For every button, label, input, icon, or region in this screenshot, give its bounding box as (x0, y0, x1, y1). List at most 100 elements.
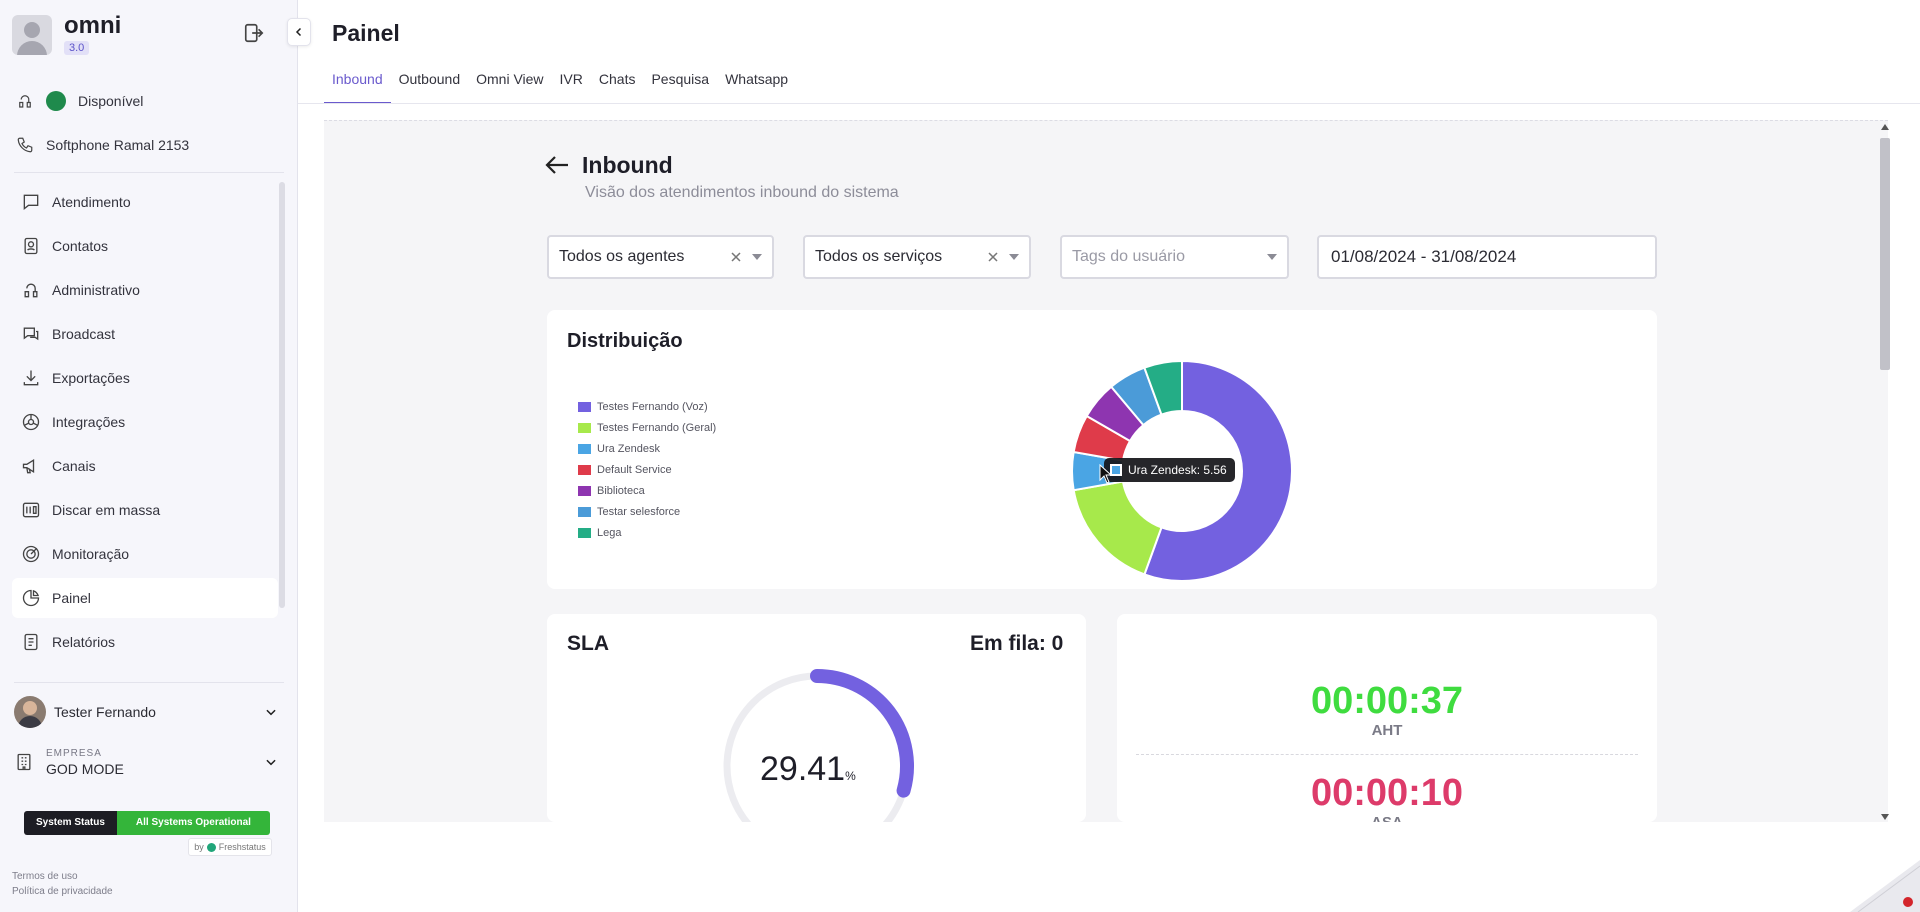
clear-icon[interactable] (987, 251, 999, 263)
pie-chart-icon (20, 587, 42, 609)
company-selector[interactable]: EMPRESA GOD MODE (14, 740, 284, 784)
tab-inbound[interactable]: Inbound (324, 66, 391, 104)
scroll-up-arrow-icon[interactable] (1881, 124, 1889, 130)
presence-status[interactable]: Disponível (14, 81, 276, 121)
legend-label: Biblioteca (597, 485, 645, 497)
divider (14, 172, 284, 173)
legend-item[interactable]: Ura Zendesk (578, 442, 660, 456)
page-title: Inbound (582, 152, 673, 178)
agents-filter[interactable]: Todos os agentes (547, 235, 774, 279)
softphone-label: Softphone Ramal 2153 (46, 137, 190, 153)
legend-item[interactable]: Testes Fernando (Voz) (578, 400, 708, 414)
tab-chats[interactable]: Chats (598, 71, 636, 87)
donut-slice[interactable] (1072, 480, 1163, 576)
tooltip-swatch (1110, 464, 1122, 476)
bulk-dial-icon (20, 499, 42, 521)
chat-icon (20, 191, 42, 213)
softphone-row[interactable]: Softphone Ramal 2153 (14, 125, 276, 165)
legend-item[interactable]: Default Service (578, 463, 672, 477)
legend-item[interactable]: Lega (578, 526, 621, 540)
aht-value: 00:00:37 (1310, 680, 1464, 722)
menu-label: Discar em massa (52, 502, 161, 518)
clear-icon[interactable] (730, 251, 742, 263)
menu-item-monitoracao[interactable]: Monitoração (12, 534, 278, 574)
asa-label: ASA (1117, 814, 1657, 822)
distribution-title: Distribuição (567, 330, 683, 352)
legend-label: Testar selesforce (597, 506, 681, 518)
collapse-sidebar-button[interactable] (287, 18, 311, 46)
provider-name: Freshstatus (218, 842, 266, 852)
donut-slice[interactable] (1143, 359, 1183, 416)
menu-item-broadcast[interactable]: Broadcast (12, 314, 278, 354)
menu-item-integracoes[interactable]: Integrações (12, 402, 278, 442)
tab-omni-view[interactable]: Omni View (476, 71, 544, 87)
tab-whatsapp[interactable]: Whatsapp (725, 71, 789, 87)
menu-item-contatos[interactable]: Contatos (12, 226, 278, 266)
avatar (14, 696, 46, 728)
legend-label: Ura Zendesk (597, 443, 660, 455)
dropdown-caret-icon (1267, 254, 1277, 260)
chevron-down-icon[interactable] (264, 755, 278, 769)
page-subtitle: Visão dos atendimentos inbound do sistem… (585, 184, 899, 201)
menu-label: Relatórios (52, 634, 116, 650)
chart-tooltip: Ura Zendesk: 5.56 (1104, 458, 1235, 482)
tab-ivr[interactable]: IVR (559, 71, 583, 87)
tab-pesquisa[interactable]: Pesquisa (651, 71, 710, 87)
menu-item-exportacoes[interactable]: Exportações (12, 358, 278, 398)
presence-label: Disponível (78, 93, 144, 109)
menu-item-painel[interactable]: Painel (12, 578, 278, 618)
menu-label: Painel (52, 590, 91, 606)
system-status-label: System Status (24, 811, 117, 835)
legend-label: Testes Fernando (Geral) (597, 422, 717, 434)
aht-label: AHT (1371, 722, 1403, 739)
tooltip-text: Ura Zendesk: 5.56 (1128, 463, 1227, 477)
legend-item[interactable]: Testar selesforce (578, 505, 680, 519)
chevron-down-icon[interactable] (264, 705, 278, 719)
services-filter-value: Todos os serviços (815, 248, 943, 265)
scrollbar-thumb[interactable] (1880, 138, 1890, 370)
account-avatar[interactable] (12, 15, 52, 55)
legend-label: Default Service (597, 464, 672, 476)
legend-swatch (578, 444, 591, 454)
donut-slice[interactable] (1143, 359, 1293, 582)
privacy-link[interactable]: Política de privacidade (12, 886, 113, 897)
contacts-icon (20, 235, 42, 257)
menu-label: Integrações (52, 414, 126, 430)
menu-item-administrativo[interactable]: Administrativo (12, 270, 278, 310)
terms-link[interactable]: Termos de uso (12, 871, 78, 882)
phone-icon (14, 134, 36, 156)
content-footer (298, 822, 1920, 912)
divider (14, 682, 284, 683)
menu-label: Atendimento (52, 194, 131, 210)
menu-item-canais[interactable]: Canais (12, 446, 278, 486)
sla-unit: % (845, 769, 856, 783)
content-scrollbar[interactable] (1878, 122, 1892, 822)
menu-label: Administrativo (52, 282, 140, 298)
back-arrow-icon[interactable] (544, 154, 570, 176)
sidebar-scrollbar[interactable] (279, 182, 285, 608)
dropdown-caret-icon (1009, 254, 1019, 260)
system-status-widget[interactable]: System Status All Systems Operational (24, 811, 270, 835)
freshstatus-badge[interactable]: by Freshstatus (188, 838, 272, 856)
legend-label: Lega (597, 527, 622, 539)
legend-swatch (578, 465, 591, 475)
services-filter[interactable]: Todos os serviços (803, 235, 1031, 279)
scroll-down-arrow-icon[interactable] (1881, 814, 1889, 820)
logout-icon[interactable] (243, 22, 265, 44)
menu-item-discar-em-massa[interactable]: Discar em massa (12, 490, 278, 530)
tab-outbound[interactable]: Outbound (398, 71, 461, 87)
mouse-cursor-icon (1099, 464, 1113, 484)
date-range-input[interactable]: 01/08/2024 - 31/08/2024 (1317, 235, 1657, 279)
megaphone-icon (20, 455, 42, 477)
tags-filter[interactable]: Tags do usuário (1060, 235, 1289, 279)
menu-item-relatorios[interactable]: Relatórios (12, 622, 278, 662)
app-version-badge: 3.0 (64, 41, 90, 55)
legend-item[interactable]: Biblioteca (578, 484, 645, 498)
system-status-value: All Systems Operational (116, 811, 270, 835)
sla-title: SLA (567, 632, 609, 655)
headset-icon (14, 90, 36, 112)
menu-item-atendimento[interactable]: Atendimento (12, 182, 278, 222)
user-menu[interactable]: Tester Fernando (14, 694, 284, 730)
legend-item[interactable]: Testes Fernando (Geral) (578, 421, 716, 435)
menu-label: Monitoração (52, 546, 130, 562)
